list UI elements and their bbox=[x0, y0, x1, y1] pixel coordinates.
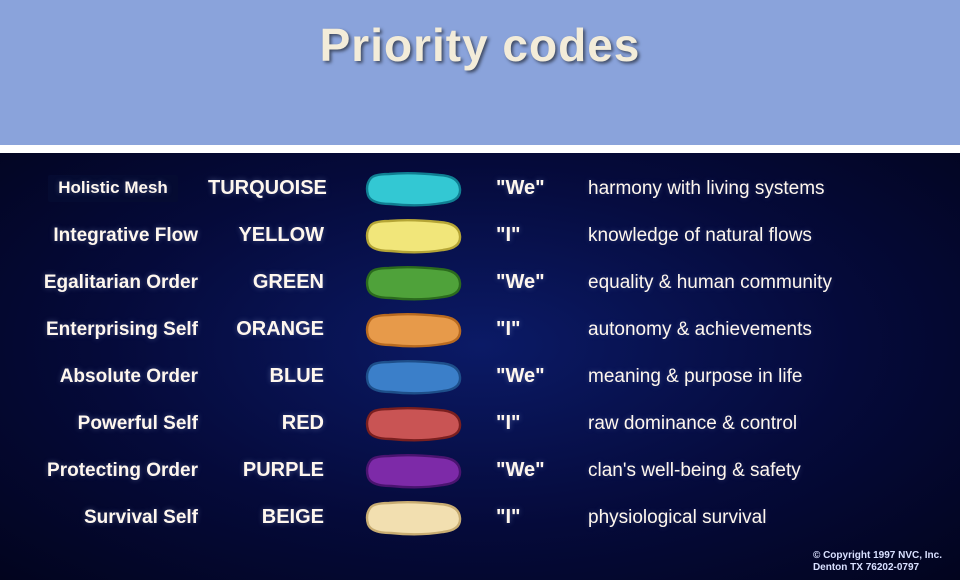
row-swatch-cell bbox=[338, 171, 488, 207]
row-color-label: BEIGE bbox=[208, 506, 338, 529]
color-swatch-icon bbox=[361, 453, 465, 489]
row-pronoun: "I" bbox=[488, 506, 578, 529]
slide-header: Priority codes bbox=[0, 0, 960, 145]
chart-row: Powerful SelfRED "I"raw dominance & contr… bbox=[18, 400, 942, 447]
row-description: clan's well-being & safety bbox=[578, 460, 942, 482]
color-swatch-icon bbox=[361, 265, 465, 301]
chart-row: Enterprising SelfORANGE "I"autonomy & ach… bbox=[18, 306, 942, 353]
row-color-label: GREEN bbox=[208, 271, 338, 294]
row-swatch-cell bbox=[338, 500, 488, 536]
chart-row: Holistic Mesh TURQUOISE "We"harmony with l… bbox=[18, 165, 942, 212]
row-description: physiological survival bbox=[578, 507, 942, 529]
row-name: Absolute Order bbox=[18, 366, 208, 388]
row-color-label: RED bbox=[208, 412, 338, 435]
row-description: equality & human community bbox=[578, 272, 942, 294]
divider-band bbox=[0, 145, 960, 153]
row-name-box: Holistic Mesh bbox=[48, 175, 178, 202]
color-swatch-icon bbox=[361, 218, 465, 254]
row-description: raw dominance & control bbox=[578, 413, 942, 435]
row-color-label: PURPLE bbox=[208, 459, 338, 482]
row-pronoun: "We" bbox=[488, 271, 578, 294]
row-color-label: YELLOW bbox=[208, 224, 338, 247]
row-name: Egalitarian Order bbox=[18, 272, 208, 294]
row-swatch-cell bbox=[338, 359, 488, 395]
row-name: Holistic Mesh bbox=[18, 175, 208, 202]
row-pronoun: "I" bbox=[488, 318, 578, 341]
chart-row: Integrative FlowYELLOW "I"knowledge of na… bbox=[18, 212, 942, 259]
priority-codes-chart: Holistic MeshTURQUOISE"We"harmony with l… bbox=[0, 153, 960, 580]
row-swatch-cell bbox=[338, 265, 488, 301]
row-description: harmony with living systems bbox=[578, 178, 942, 200]
row-name: Powerful Self bbox=[18, 413, 208, 435]
row-color-label: BLUE bbox=[208, 365, 338, 388]
slide-title: Priority codes bbox=[320, 18, 641, 72]
row-pronoun: "We" bbox=[488, 365, 578, 388]
copyright-notice: © Copyright 1997 NVC, Inc. Denton TX 762… bbox=[813, 550, 942, 574]
chart-row: Egalitarian OrderGREEN "We"equality & hum… bbox=[18, 259, 942, 306]
chart-row: Protecting OrderPURPLE "We"clan's well-be… bbox=[18, 447, 942, 494]
chart-row: Absolute OrderBLUE "We"meaning & purpose … bbox=[18, 353, 942, 400]
row-swatch-cell bbox=[338, 218, 488, 254]
color-swatch-icon bbox=[361, 312, 465, 348]
row-pronoun: "I" bbox=[488, 224, 578, 247]
row-name: Survival Self bbox=[18, 507, 208, 529]
row-name: Protecting Order bbox=[18, 460, 208, 482]
row-swatch-cell bbox=[338, 312, 488, 348]
row-description: knowledge of natural flows bbox=[578, 225, 942, 247]
copyright-line2: Denton TX 76202-0797 bbox=[813, 562, 942, 574]
row-name: Integrative Flow bbox=[18, 225, 208, 247]
row-color-label: ORANGE bbox=[208, 318, 338, 341]
color-swatch-icon bbox=[361, 171, 465, 207]
copyright-line1: © Copyright 1997 NVC, Inc. bbox=[813, 550, 942, 562]
row-description: autonomy & achievements bbox=[578, 319, 942, 341]
row-name: Enterprising Self bbox=[18, 319, 208, 341]
row-color-label: TURQUOISE bbox=[208, 177, 338, 200]
row-pronoun: "We" bbox=[488, 177, 578, 200]
color-swatch-icon bbox=[361, 406, 465, 442]
color-swatch-icon bbox=[361, 359, 465, 395]
chart-row: Survival SelfBEIGE "I"physiological survi… bbox=[18, 494, 942, 541]
row-swatch-cell bbox=[338, 453, 488, 489]
row-swatch-cell bbox=[338, 406, 488, 442]
color-swatch-icon bbox=[361, 500, 465, 536]
row-pronoun: "I" bbox=[488, 412, 578, 435]
row-pronoun: "We" bbox=[488, 459, 578, 482]
row-description: meaning & purpose in life bbox=[578, 366, 942, 388]
